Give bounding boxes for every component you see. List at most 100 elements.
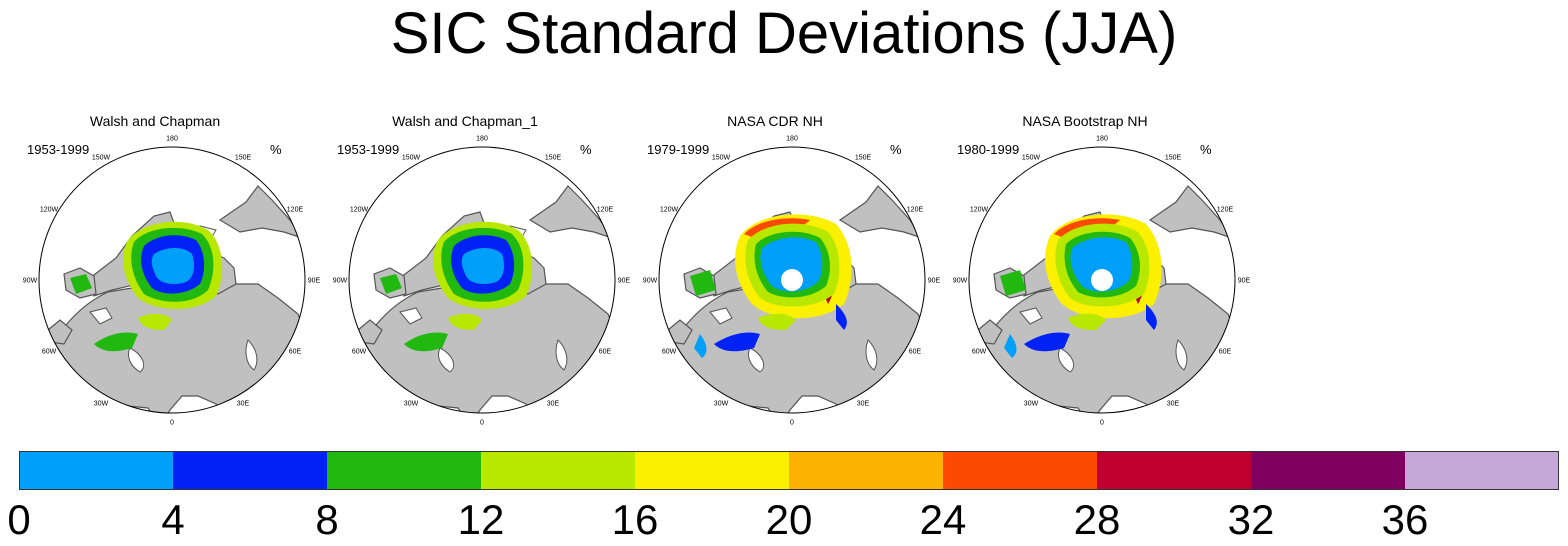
ice-patch-coast bbox=[694, 334, 707, 358]
polar-map: 180 150E 120E 90E 60E 30E 0 30W 60W 90W 120W 150W bbox=[23, 136, 320, 427]
lon-label: 180 bbox=[166, 136, 178, 143]
ice-patch-channel bbox=[714, 332, 760, 352]
colorbar-tick-label: 12 bbox=[457, 496, 505, 543]
lon-label: 30E bbox=[547, 400, 560, 407]
lon-label: 0 bbox=[170, 420, 174, 427]
chart-title: SIC Standard Deviations (JJA) bbox=[390, 1, 1178, 66]
sea-ice-field bbox=[690, 214, 852, 358]
lon-label: 30W bbox=[1024, 400, 1039, 407]
lon-label: 150E bbox=[235, 155, 252, 162]
lon-label: 120W bbox=[350, 207, 369, 214]
period-label: 1953-1999 bbox=[27, 142, 90, 157]
lon-label: 60W bbox=[352, 349, 367, 356]
lon-label: 30E bbox=[857, 400, 870, 407]
panel-title: NASA CDR NH bbox=[727, 113, 823, 129]
map-panel-2: 180 150E 120E 90E 60E 30E 0 30W 60W 90W 120W 150W Wa… bbox=[330, 108, 630, 430]
lon-label: 120W bbox=[40, 207, 59, 214]
inland-water-4 bbox=[1057, 347, 1075, 373]
colorbar-tick-label: 16 bbox=[611, 496, 659, 543]
lon-label: 120W bbox=[660, 207, 679, 214]
colorbar-tick-label: 0 bbox=[7, 496, 31, 543]
lon-label: 30W bbox=[404, 400, 419, 407]
ice-patch-channel bbox=[94, 332, 138, 352]
ice-patch-bay bbox=[138, 313, 172, 330]
inland-water-1 bbox=[215, 407, 231, 413]
ice-patch-channel bbox=[1024, 332, 1070, 352]
lon-label: 180 bbox=[786, 136, 798, 143]
ice-patch-bay bbox=[448, 313, 482, 330]
panel-title: Walsh and Chapman_1 bbox=[392, 113, 538, 129]
colorbar-swatch bbox=[19, 452, 173, 490]
ice-patch-bay bbox=[758, 313, 796, 330]
pole-hole bbox=[1091, 269, 1113, 291]
inland-water-1 bbox=[1145, 407, 1161, 413]
lon-label: 90W bbox=[953, 278, 968, 285]
unit-label: % bbox=[270, 142, 282, 157]
polar-map: 180 150E 120E 90E 60E 30E 0 30W 60W 90W 120W 150W bbox=[953, 136, 1250, 427]
sea-ice-field bbox=[70, 221, 223, 352]
map-panel-3: 180 150E 120E 90E 60E 30E 0 30W 60W 90W 120W 150W NA… bbox=[640, 108, 940, 430]
colorbar-swatch bbox=[1405, 452, 1559, 490]
colorbar-swatch bbox=[481, 452, 635, 490]
lon-label: 150E bbox=[855, 155, 872, 162]
ice-patch-coast bbox=[1004, 334, 1017, 358]
lon-label: 60E bbox=[599, 349, 612, 356]
colorbar-tick-label: 4 bbox=[161, 496, 185, 543]
colorbar-swatch bbox=[173, 452, 327, 490]
inland-water-5 bbox=[399, 307, 423, 325]
colorbar-tick-label: 24 bbox=[919, 496, 967, 543]
inland-water-2 bbox=[865, 339, 878, 371]
lon-label: 60W bbox=[662, 349, 677, 356]
map-border bbox=[968, 146, 1236, 414]
colorbar-tick-label: 8 bbox=[315, 496, 339, 543]
colorbar-swatch bbox=[635, 452, 789, 490]
colorbar-border bbox=[19, 451, 1559, 490]
ice-band-0-4 bbox=[151, 248, 194, 284]
lon-label: 30W bbox=[714, 400, 729, 407]
ice-patch-west bbox=[70, 274, 92, 294]
ice-patch-channel bbox=[404, 332, 448, 352]
lon-label: 90W bbox=[643, 278, 658, 285]
lon-label: 90E bbox=[308, 278, 320, 285]
lon-label: 30E bbox=[1167, 400, 1180, 407]
lon-label: 150W bbox=[1022, 155, 1041, 162]
map-border bbox=[348, 146, 616, 414]
map-panel-4: 180 150E 120E 90E 60E 30E 0 30W 60W 90W 120W 150W NA… bbox=[950, 108, 1250, 430]
inland-water-1 bbox=[835, 407, 851, 413]
lon-label: 150E bbox=[545, 155, 562, 162]
inland-water-5 bbox=[709, 307, 733, 325]
lon-label: 90E bbox=[618, 278, 630, 285]
colorbar-tick-label: 28 bbox=[1073, 496, 1121, 543]
lon-label: 0 bbox=[480, 420, 484, 427]
lon-label: 180 bbox=[1096, 136, 1108, 143]
lon-label: 120E bbox=[1217, 207, 1234, 214]
colorbar-tick-label: 20 bbox=[765, 496, 813, 543]
unit-label: % bbox=[1200, 142, 1212, 157]
polar-map: 180 150E 120E 90E 60E 30E 0 30W 60W 90W 120W 150W bbox=[333, 136, 630, 427]
lon-label: 150E bbox=[1165, 155, 1182, 162]
colorbar-swatch bbox=[327, 452, 481, 490]
ice-patch-west bbox=[1000, 270, 1026, 296]
inland-water-4 bbox=[437, 347, 455, 373]
lon-label: 150W bbox=[92, 155, 111, 162]
lon-label: 60E bbox=[289, 349, 302, 356]
unit-label: % bbox=[890, 142, 902, 157]
map-border bbox=[658, 146, 926, 414]
inland-water-5 bbox=[1019, 307, 1043, 325]
ice-band-0-4 bbox=[461, 248, 504, 284]
inland-water-2 bbox=[1175, 339, 1188, 371]
unit-label: % bbox=[580, 142, 592, 157]
panel-title: Walsh and Chapman bbox=[89, 113, 221, 129]
pole-hole bbox=[781, 269, 803, 291]
inland-water-2 bbox=[245, 339, 258, 371]
lon-label: 60E bbox=[909, 349, 922, 356]
lon-label: 60W bbox=[972, 349, 987, 356]
inland-water-5 bbox=[89, 307, 113, 325]
colorbar-swatch bbox=[789, 452, 943, 490]
ice-band-0-4 bbox=[1070, 237, 1133, 292]
inland-water-4 bbox=[127, 347, 145, 373]
period-label: 1980-1999 bbox=[957, 142, 1020, 157]
lon-label: 0 bbox=[790, 420, 794, 427]
ice-patch-east bbox=[1146, 304, 1157, 330]
ice-patch-bay bbox=[1068, 313, 1106, 330]
